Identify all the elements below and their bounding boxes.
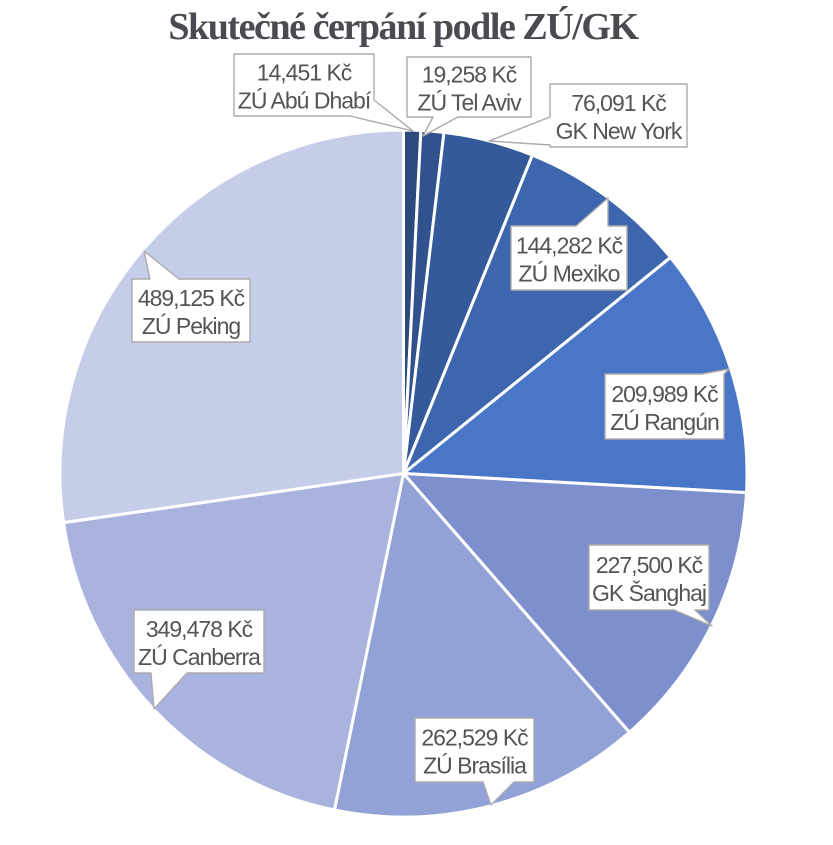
svg-text:262,529 Kč: 262,529 Kč [421,725,528,751]
svg-text:ZÚ Canberra: ZÚ Canberra [138,644,261,670]
svg-text:19,258 Kč: 19,258 Kč [422,62,517,88]
svg-text:144,282 Kč: 144,282 Kč [516,233,623,259]
svg-text:14,451 Kč: 14,451 Kč [257,60,352,86]
svg-text:ZÚ Tel Aviv: ZÚ Tel Aviv [417,90,522,116]
svg-text:76,091 Kč: 76,091 Kč [571,90,666,116]
svg-text:489,125 Kč: 489,125 Kč [138,285,245,311]
svg-text:ZÚ Brasília: ZÚ Brasília [423,753,527,779]
svg-text:ZÚ Abú Dhabí: ZÚ Abú Dhabí [238,88,372,114]
svg-text:ZÚ Mexiko: ZÚ Mexiko [519,261,620,287]
svg-text:ZÚ Peking: ZÚ Peking [142,313,241,339]
svg-text:GK New York: GK New York [556,118,683,144]
svg-text:GK Šanghaj: GK Šanghaj [592,579,706,606]
svg-text:209,989 Kč: 209,989 Kč [611,381,718,407]
svg-text:349,478 Kč: 349,478 Kč [146,616,253,642]
svg-text:227,500 Kč: 227,500 Kč [596,552,703,578]
svg-text:ZÚ Rangún: ZÚ Rangún [610,409,719,435]
svg-text:Skutečné čerpání podle ZÚ/GK: Skutečné čerpání podle ZÚ/GK [168,6,639,48]
